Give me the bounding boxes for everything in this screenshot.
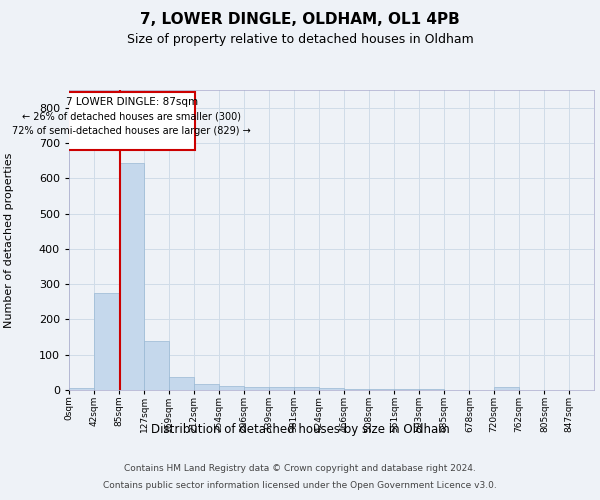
Text: Contains HM Land Registry data © Crown copyright and database right 2024.: Contains HM Land Registry data © Crown c… (124, 464, 476, 473)
Bar (269, 387, 294, 390)
Bar (244, 387, 269, 390)
Bar (294, 387, 319, 390)
Bar (369, 389, 394, 390)
Bar (394, 389, 419, 390)
FancyBboxPatch shape (68, 92, 195, 150)
Text: Size of property relative to detached houses in Oldham: Size of property relative to detached ho… (127, 32, 473, 46)
Text: 72% of semi-detached houses are larger (829) →: 72% of semi-detached houses are larger (… (12, 126, 251, 136)
Bar (319, 388, 344, 390)
Text: Distribution of detached houses by size in Oldham: Distribution of detached houses by size … (151, 422, 449, 436)
Text: 7, LOWER DINGLE, OLDHAM, OL1 4PB: 7, LOWER DINGLE, OLDHAM, OL1 4PB (140, 12, 460, 28)
Bar (219, 386, 244, 390)
Bar (194, 384, 219, 390)
Bar (94, 293, 119, 390)
Bar (494, 387, 519, 390)
Text: Contains public sector information licensed under the Open Government Licence v3: Contains public sector information licen… (103, 481, 497, 490)
Text: ← 26% of detached houses are smaller (300): ← 26% of detached houses are smaller (30… (22, 112, 241, 122)
Bar (344, 389, 369, 390)
Bar (69, 388, 94, 390)
Bar (119, 163, 144, 390)
Text: Number of detached properties: Number of detached properties (4, 152, 14, 328)
Bar (169, 376, 194, 390)
Text: 7 LOWER DINGLE: 87sqm: 7 LOWER DINGLE: 87sqm (65, 98, 197, 108)
Bar (144, 342, 169, 390)
